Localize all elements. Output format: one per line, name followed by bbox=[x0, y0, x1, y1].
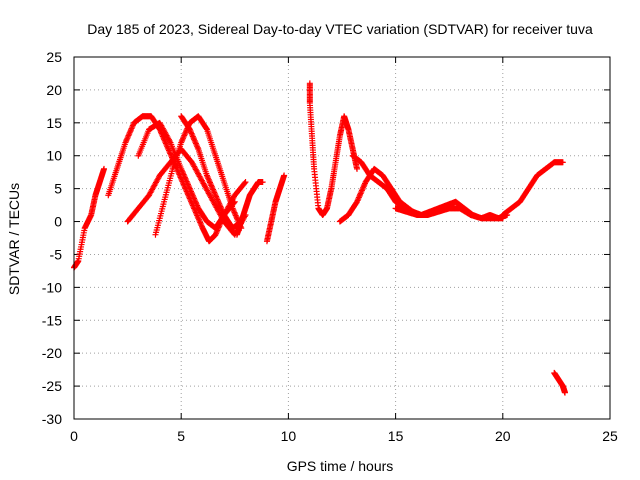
y-tick-label: 5 bbox=[54, 181, 62, 197]
x-tick-label: 0 bbox=[70, 428, 78, 444]
axis-ticks: 0 5 10 15 20 25 -30 -25 -20 -15 -10 -5 0 5 10 15 20 25 bbox=[42, 49, 618, 444]
grid-lines bbox=[74, 57, 610, 419]
data-points bbox=[71, 80, 568, 396]
x-tick-label: 20 bbox=[495, 428, 511, 444]
y-tick-label: 0 bbox=[54, 214, 62, 230]
y-tick-label: 20 bbox=[46, 82, 62, 98]
series-arc-n bbox=[499, 159, 566, 218]
series-arc-k bbox=[336, 165, 421, 225]
series-arc-o bbox=[551, 369, 568, 396]
series-arc-m bbox=[392, 205, 506, 222]
y-axis-label: SDTVAR / TECUs bbox=[6, 183, 22, 295]
data-point bbox=[559, 159, 566, 166]
x-tick-label: 10 bbox=[281, 428, 297, 444]
x-tick-label: 15 bbox=[388, 428, 404, 444]
data-point bbox=[354, 165, 361, 172]
x-tick-label: 25 bbox=[602, 428, 618, 444]
data-point bbox=[203, 125, 210, 132]
y-tick-label: -5 bbox=[50, 246, 63, 262]
series-arc-j bbox=[323, 113, 361, 212]
series-arc-i bbox=[306, 80, 330, 218]
series-arc-f bbox=[178, 113, 245, 232]
data-point bbox=[241, 179, 248, 186]
data-point bbox=[561, 389, 568, 396]
x-axis-label: GPS time / hours bbox=[287, 458, 394, 474]
data-point bbox=[259, 179, 266, 186]
y-tick-label: -30 bbox=[42, 411, 62, 427]
y-tick-label: 25 bbox=[46, 49, 62, 65]
series-arc-l bbox=[349, 152, 511, 222]
plot-frame bbox=[73, 56, 611, 420]
data-point bbox=[231, 198, 238, 205]
y-tick-label: -15 bbox=[42, 312, 62, 328]
series-arc-a bbox=[71, 165, 108, 271]
y-tick-label: -10 bbox=[42, 279, 62, 295]
data-point bbox=[101, 165, 108, 172]
y-tick-label: -20 bbox=[42, 345, 62, 361]
y-tick-label: 10 bbox=[46, 148, 62, 164]
series-arc-g bbox=[233, 179, 266, 238]
y-tick-label: 15 bbox=[46, 115, 62, 131]
data-point bbox=[281, 172, 288, 179]
x-tick-label: 5 bbox=[177, 428, 185, 444]
chart-title: Day 185 of 2023, Sidereal Day-to-day VTE… bbox=[87, 21, 593, 37]
y-tick-label: -25 bbox=[42, 378, 62, 394]
data-point bbox=[242, 179, 249, 186]
series-arc-h bbox=[263, 172, 288, 245]
